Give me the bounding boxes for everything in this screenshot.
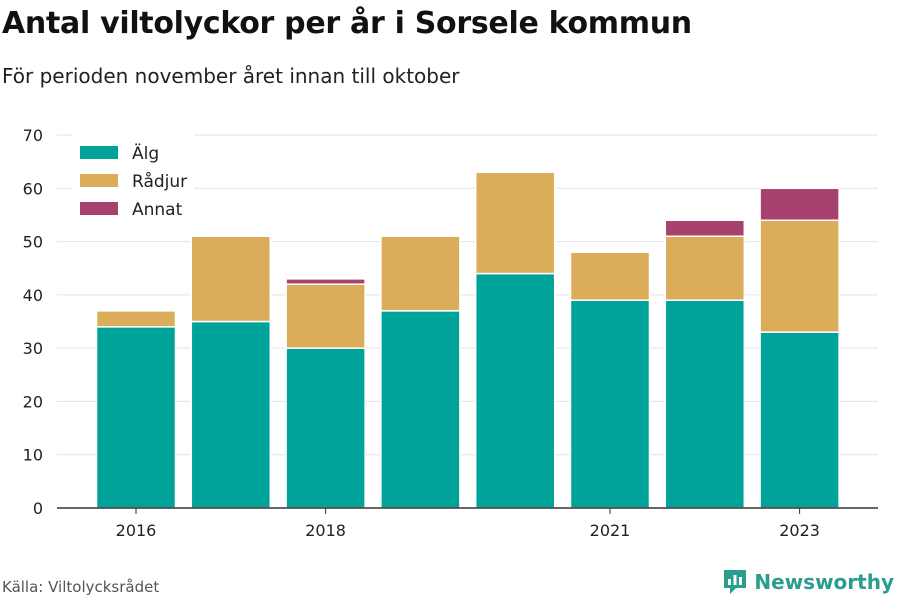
bar-segment (95, 310, 177, 328)
legend-swatch (80, 202, 118, 215)
bar-segment (285, 347, 366, 509)
bar-segment (474, 272, 556, 509)
bar-segment (285, 283, 366, 349)
legend-label: Annat (132, 200, 183, 220)
y-tick-label: 30 (23, 339, 43, 358)
chart-title: Antal viltolyckor per år i Sorsele kommu… (2, 6, 692, 41)
newsworthy-logo-icon (724, 570, 747, 594)
bar-segment (95, 326, 177, 509)
bar-segment (285, 278, 366, 285)
y-tick-label: 0 (33, 499, 43, 518)
chart-subtitle: För perioden november året innan till ok… (2, 64, 460, 88)
y-tick-label: 50 (23, 233, 43, 252)
x-tick-label: 2016 (116, 521, 157, 540)
bar-segment (380, 310, 461, 509)
bar-segment (664, 219, 746, 237)
bar-segment (569, 299, 651, 509)
legend-label: Rådjur (132, 171, 187, 192)
bar-segment (664, 235, 746, 301)
brand: Newsworthy (722, 568, 894, 596)
bar-segment (569, 251, 651, 301)
x-tick-label: 2021 (590, 521, 631, 540)
y-tick-label: 10 (23, 446, 43, 465)
bar-segment (190, 320, 272, 509)
bar-segment (664, 299, 746, 509)
y-tick-label: 40 (23, 286, 43, 305)
legend-swatch (80, 146, 118, 159)
x-tick-label: 2023 (779, 521, 820, 540)
y-tick-label: 60 (23, 179, 43, 198)
y-tick-label: 20 (23, 392, 43, 411)
bar-segment (759, 331, 840, 509)
source-note: Källa: Viltolycksrådet (2, 578, 160, 596)
y-tick-label: 70 (23, 126, 43, 145)
bar-segment (380, 235, 461, 312)
brand-name: Newsworthy (754, 570, 894, 594)
legend: Älg Rådjur Annat (72, 133, 194, 225)
bar-segment (759, 187, 840, 222)
bar-segment (474, 171, 556, 275)
bar-segment (190, 235, 272, 323)
x-tick-label: 2018 (305, 521, 346, 540)
legend-swatch (80, 174, 118, 187)
bars (95, 171, 840, 509)
legend-label: Älg (132, 143, 159, 164)
axes: 0 10 20 30 40 50 60 70 2016 2018 2021 2023 (23, 126, 878, 540)
bar-segment (759, 219, 840, 333)
